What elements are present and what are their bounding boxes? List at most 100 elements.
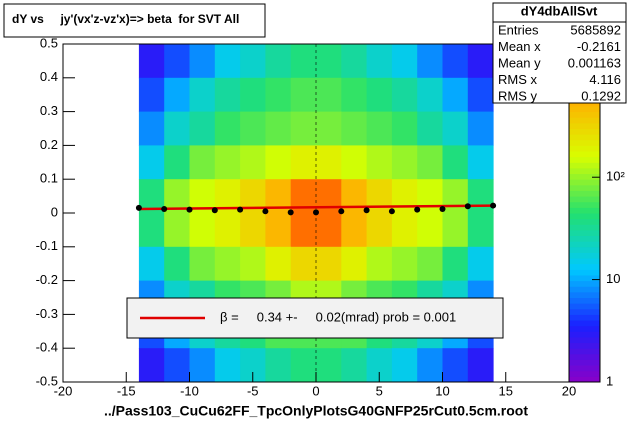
- heatmap-cell: [214, 246, 241, 282]
- x-tick-label: 20: [562, 383, 576, 398]
- heatmap-cell: [290, 213, 317, 248]
- stats-value: 5685892: [570, 22, 621, 37]
- heatmap-cell: [290, 246, 317, 282]
- heatmap-cell: [417, 44, 443, 79]
- stats-value: -0.2161: [577, 39, 621, 54]
- stats-label: Mean y: [498, 55, 541, 70]
- heatmap-cell: [189, 77, 216, 113]
- heatmap-cell: [265, 44, 292, 79]
- heatmap-cell: [240, 44, 266, 79]
- heatmap-cell: [366, 246, 393, 282]
- heatmap-cell: [189, 213, 216, 248]
- color-bar-step: [569, 269, 600, 276]
- heatmap-cell: [442, 44, 469, 79]
- heatmap-cell: [341, 246, 368, 282]
- color-bar-step: [569, 258, 600, 265]
- heatmap-cell: [138, 44, 165, 79]
- heatmap-cell: [467, 44, 494, 79]
- heatmap-cell: [341, 111, 368, 146]
- color-bar-step: [569, 128, 600, 135]
- heatmap-cell: [316, 77, 342, 113]
- heatmap-cell: [316, 145, 342, 180]
- y-tick-label: -0.4: [36, 340, 58, 355]
- color-bar-step: [569, 353, 600, 360]
- color-bar-step: [569, 218, 600, 225]
- heatmap-cell: [442, 246, 469, 282]
- heatmap-cell: [290, 348, 317, 383]
- heatmap-cell: [391, 44, 418, 79]
- color-bar-step: [569, 314, 600, 321]
- heatmap-cell: [189, 44, 216, 79]
- color-bar-step: [569, 156, 600, 163]
- heatmap-cell: [391, 111, 418, 146]
- color-bar-step: [569, 213, 600, 220]
- color-bar-step: [569, 320, 600, 327]
- heatmap-cell: [138, 348, 165, 383]
- heatmap-cell: [290, 77, 317, 113]
- heatmap-cell: [138, 145, 165, 180]
- heatmap-cell: [265, 246, 292, 282]
- heatmap-cell: [316, 111, 342, 146]
- heatmap-cell: [366, 77, 393, 113]
- stats-value: 0.001163: [568, 55, 621, 70]
- heatmap-cell: [189, 348, 216, 383]
- heatmap-cell: [467, 77, 494, 113]
- stats-title: dY4dbAllSvt: [521, 3, 598, 18]
- heatmap-cell: [341, 213, 368, 248]
- heatmap-cell: [240, 111, 266, 146]
- x-tick-label: -20: [54, 383, 73, 398]
- fit-line: [138, 204, 494, 211]
- profile-point: [237, 206, 244, 213]
- heatmap-cell: [316, 246, 342, 282]
- color-bar-step: [569, 201, 600, 208]
- color-bar-step: [569, 224, 600, 231]
- profile-point: [439, 205, 446, 212]
- x-tick-label: -5: [247, 383, 259, 398]
- heatmap-cell: [189, 246, 216, 282]
- z-tick-label: 1: [606, 373, 613, 388]
- heatmap-cell: [290, 111, 317, 146]
- heatmap-cell: [316, 348, 342, 383]
- heatmap-cell: [417, 246, 443, 282]
- color-bar-step: [569, 331, 600, 338]
- z-tick-label: 10²: [606, 169, 625, 184]
- x-tick-label: 5: [376, 383, 383, 398]
- legend-label: β = 0.34 +- 0.02(mrad) prob = 0.001: [220, 309, 456, 324]
- profile-point: [338, 208, 345, 215]
- y-tick-label: -0.3: [36, 306, 58, 321]
- color-bar-step: [569, 134, 600, 141]
- profile-point: [135, 204, 142, 211]
- heatmap-cell: [265, 348, 292, 383]
- color-bar-step: [569, 111, 600, 118]
- y-tick-label: 0.4: [40, 69, 58, 84]
- heatmap-cell: [290, 145, 317, 180]
- heatmap-cell: [391, 246, 418, 282]
- heatmap-cell: [442, 77, 469, 113]
- y-tick-label: 0.3: [40, 103, 58, 118]
- heatmap-cell: [164, 213, 190, 248]
- heatmap-cell: [366, 145, 393, 180]
- profile-point: [313, 209, 319, 216]
- heatmap-cell: [240, 246, 266, 282]
- x-axis-label: ../Pass103_CuCu62FF_TpcOnlyPlotsG40GNFP2…: [104, 403, 528, 419]
- z-tick-label: 10: [606, 271, 620, 286]
- heatmap-cell: [341, 348, 368, 383]
- color-bar-step: [569, 252, 600, 259]
- stats-label: Mean x: [498, 39, 541, 54]
- color-bar-step: [569, 229, 600, 237]
- heatmap-cell: [467, 145, 494, 180]
- profile-point: [287, 209, 294, 216]
- y-tick-label: 0: [51, 204, 58, 219]
- y-tick-label: -0.5: [36, 373, 58, 388]
- profile-point: [262, 208, 269, 215]
- heatmap-cell: [442, 145, 469, 180]
- color-bar-step: [569, 139, 600, 146]
- color-bar-step: [569, 105, 600, 113]
- stats-label: Entries: [498, 22, 539, 37]
- heatmap-cell: [214, 145, 241, 180]
- heatmap-cell: [316, 213, 342, 248]
- color-bar-step: [569, 342, 600, 349]
- heatmap-cell: [391, 179, 418, 214]
- y-tick-label: 0.2: [40, 137, 58, 152]
- heatmap-cell: [214, 213, 241, 248]
